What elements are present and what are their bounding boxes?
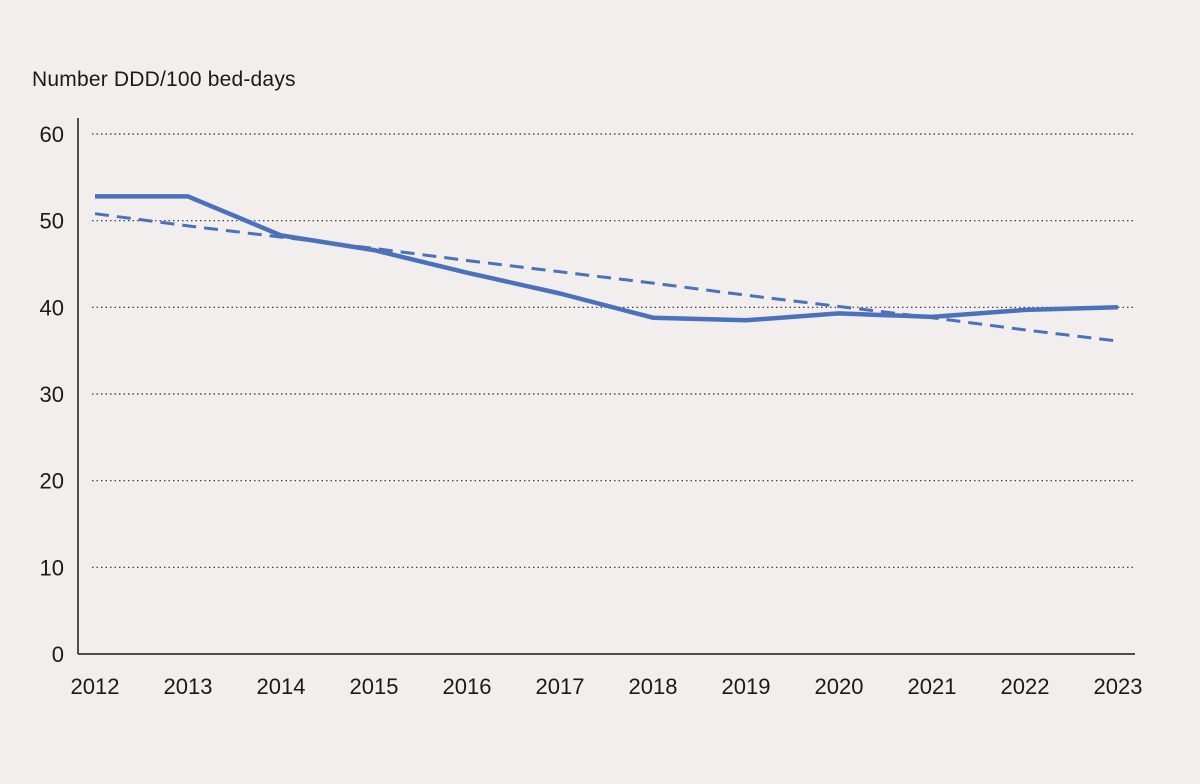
x-tick-label-2016: 2016	[443, 674, 492, 699]
y-tick-label-10: 10	[40, 555, 64, 580]
y-tick-label-20: 20	[40, 469, 64, 494]
x-tick-label-2022: 2022	[1001, 674, 1050, 699]
data-line	[95, 194, 1119, 323]
gridlines	[92, 133, 1135, 568]
y-tick-label-0: 0	[52, 642, 64, 667]
x-tick-label-2012: 2012	[71, 674, 120, 699]
y-tick-label-40: 40	[40, 295, 64, 320]
x-tick-label-2023: 2023	[1094, 674, 1143, 699]
trend-line	[94, 212, 1119, 343]
y-axis-label: Number DDD/100 bed-days	[32, 68, 296, 91]
y-tick-label-60: 60	[40, 122, 64, 147]
x-tick-label-2019: 2019	[722, 674, 771, 699]
x-tick-label-2021: 2021	[908, 674, 957, 699]
y-tick-label-50: 50	[40, 209, 64, 234]
x-tick-labels: 2012 2013 2014 2015 2016 2017 2018 2019 2020 2021…	[71, 674, 1143, 699]
y-tick-labels: 0 10 20 30 40 50 60	[40, 122, 64, 667]
x-tick-label-2013: 2013	[164, 674, 213, 699]
series	[94, 194, 1119, 343]
axes	[77, 118, 1135, 655]
x-tick-label-2018: 2018	[629, 674, 678, 699]
y-tick-label-30: 30	[40, 382, 64, 407]
x-tick-label-2020: 2020	[815, 674, 864, 699]
x-tick-label-2017: 2017	[536, 674, 585, 699]
x-tick-label-2015: 2015	[350, 674, 399, 699]
x-tick-label-2014: 2014	[257, 674, 306, 699]
